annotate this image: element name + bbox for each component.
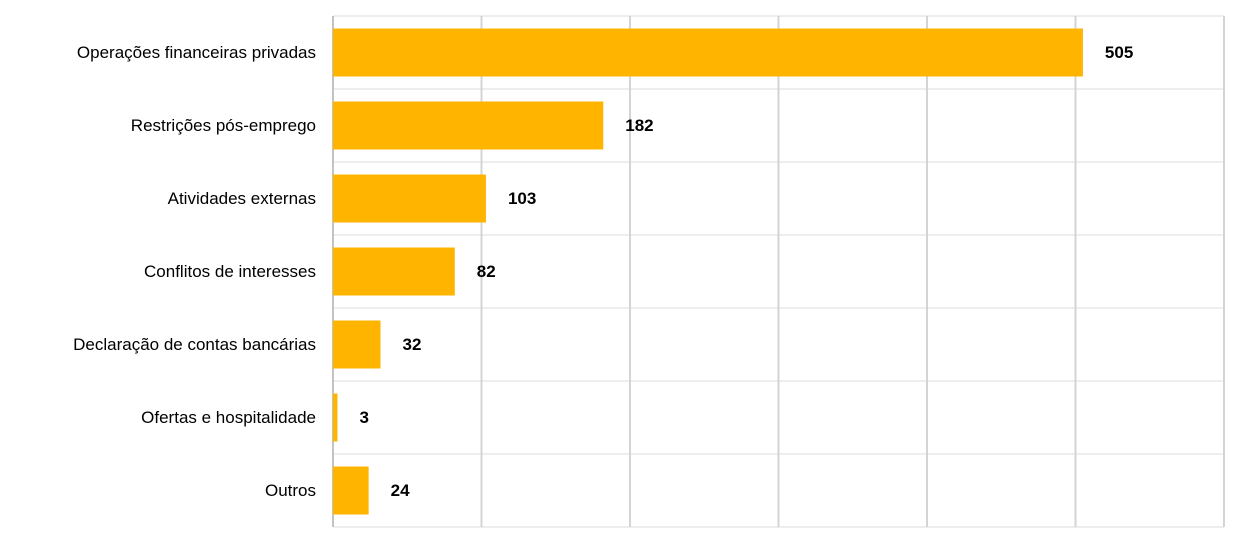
bar (333, 393, 338, 442)
bar (333, 320, 381, 369)
y-tick-label: Ofertas e hospitalidade (141, 408, 316, 427)
bar (333, 247, 455, 296)
value-label: 3 (359, 408, 368, 427)
y-tick-label: Declaração de contas bancárias (73, 335, 316, 354)
bar (333, 101, 604, 150)
value-label: 182 (625, 116, 653, 135)
value-label: 505 (1105, 43, 1133, 62)
y-tick-label: Conflitos de interesses (144, 262, 316, 281)
value-label: 32 (403, 335, 422, 354)
bar (333, 466, 369, 515)
y-tick-label: Atividades externas (168, 189, 316, 208)
value-label: 103 (508, 189, 536, 208)
value-label: 82 (477, 262, 496, 281)
y-tick-label: Restrições pós-emprego (131, 116, 316, 135)
bar (333, 28, 1083, 77)
y-tick-label: Operações financeiras privadas (77, 43, 316, 62)
y-tick-label: Outros (265, 481, 316, 500)
value-label: 24 (391, 481, 410, 500)
bar (333, 174, 486, 223)
